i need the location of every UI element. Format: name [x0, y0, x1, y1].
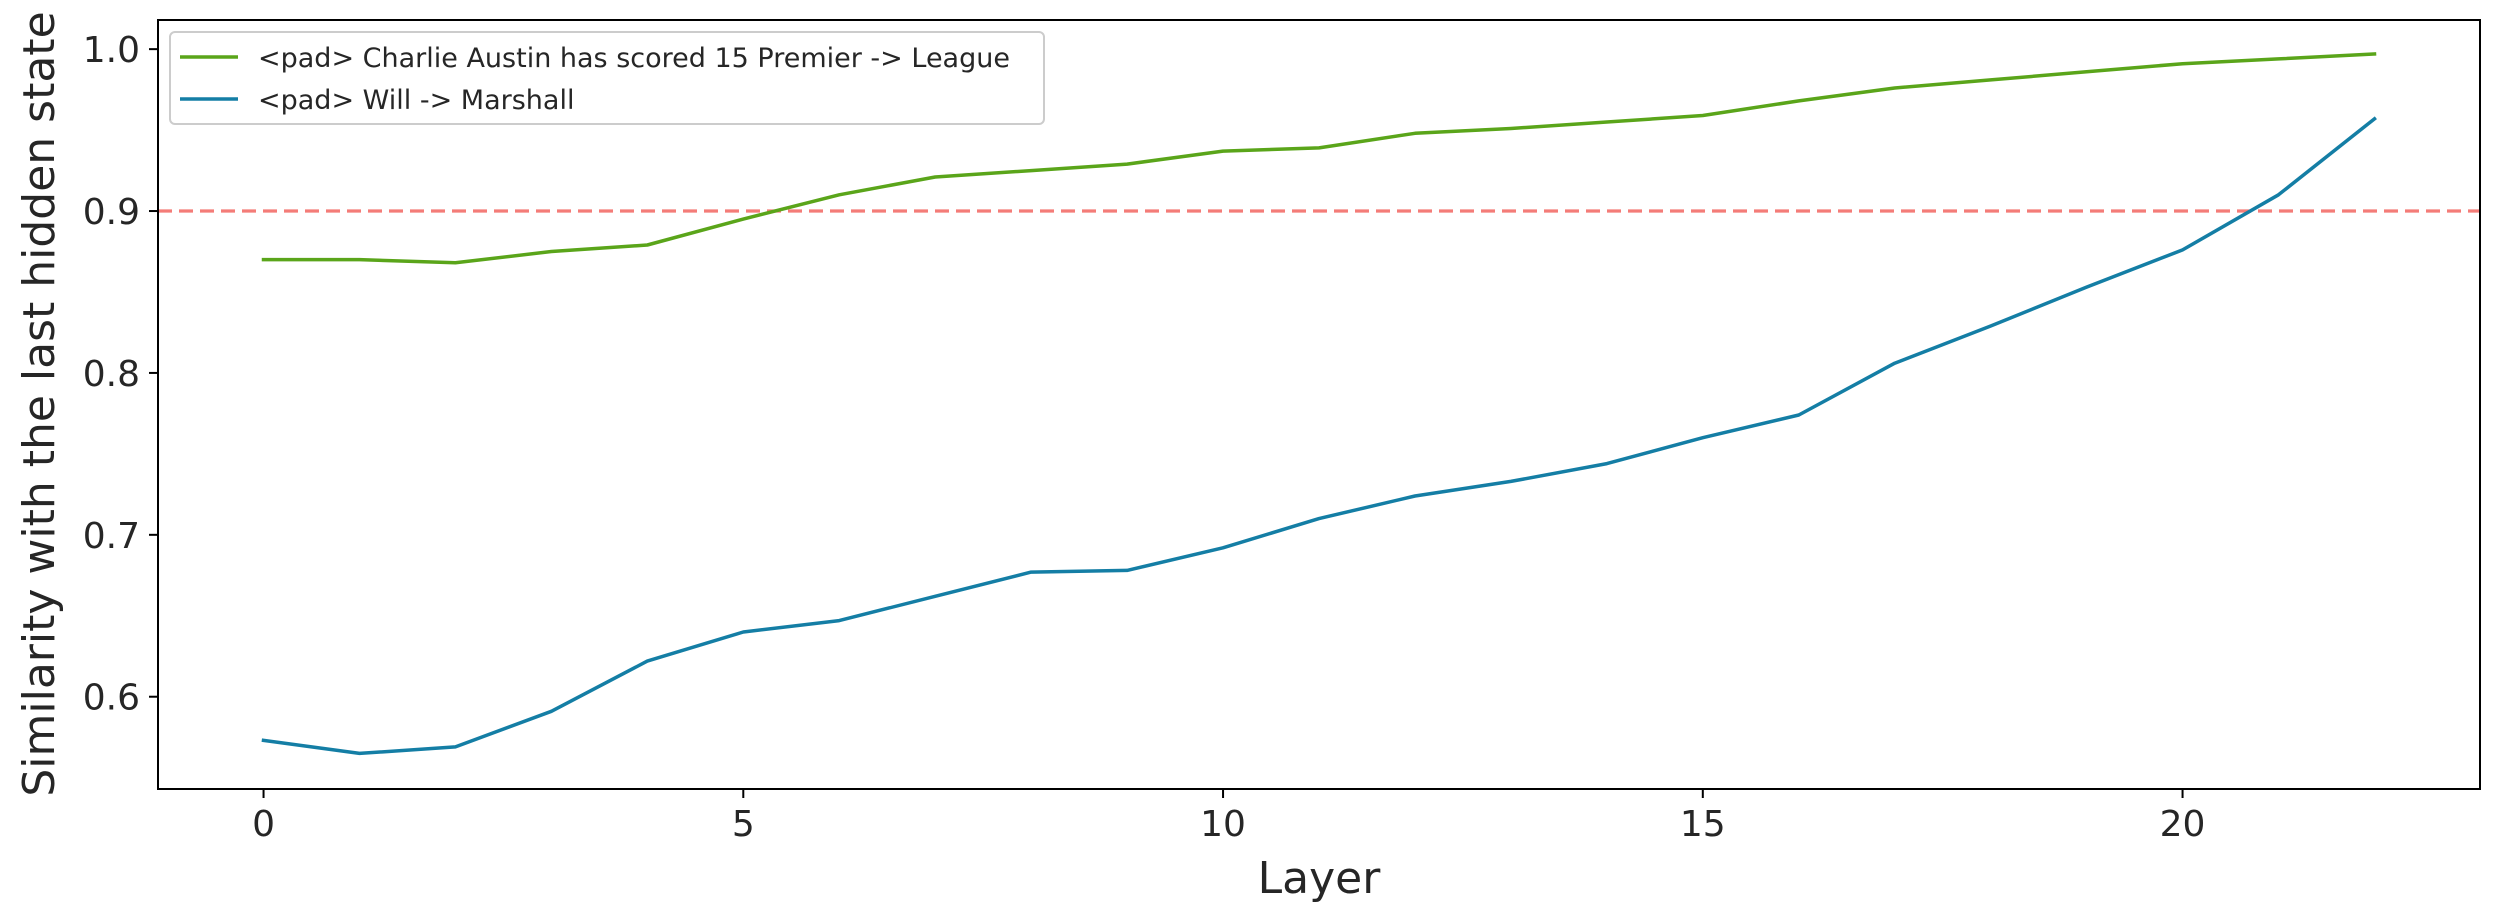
y-tick-label: 0.8	[83, 354, 140, 395]
plot-frame	[157, 19, 2481, 790]
x-tick-label: 20	[2160, 804, 2206, 845]
legend-box	[169, 31, 1045, 125]
series-line-2	[261, 116, 2377, 756]
y-tick-label: 0.7	[83, 516, 140, 557]
y-axis-title: Similarity with the last hidden state	[14, 11, 65, 796]
x-tick-label: 15	[1680, 804, 1726, 845]
legend-label-1: <pad> Charlie Austin has scored 15 Premi…	[258, 43, 1010, 74]
y-tick-label: 0.9	[83, 192, 140, 233]
series-line-1	[261, 52, 2377, 265]
x-tick-label: 0	[252, 804, 275, 845]
y-tick-label: 0.6	[83, 678, 140, 719]
x-axis-title: Layer	[1258, 853, 1382, 904]
x-tick-label: 10	[1200, 804, 1246, 845]
legend: <pad> Charlie Austin has scored 15 Premi…	[169, 31, 1045, 125]
legend-label-2: <pad> Will -> Marshall	[258, 85, 574, 116]
y-tick-label: 1.0	[83, 30, 140, 71]
x-tick-label: 5	[732, 804, 755, 845]
